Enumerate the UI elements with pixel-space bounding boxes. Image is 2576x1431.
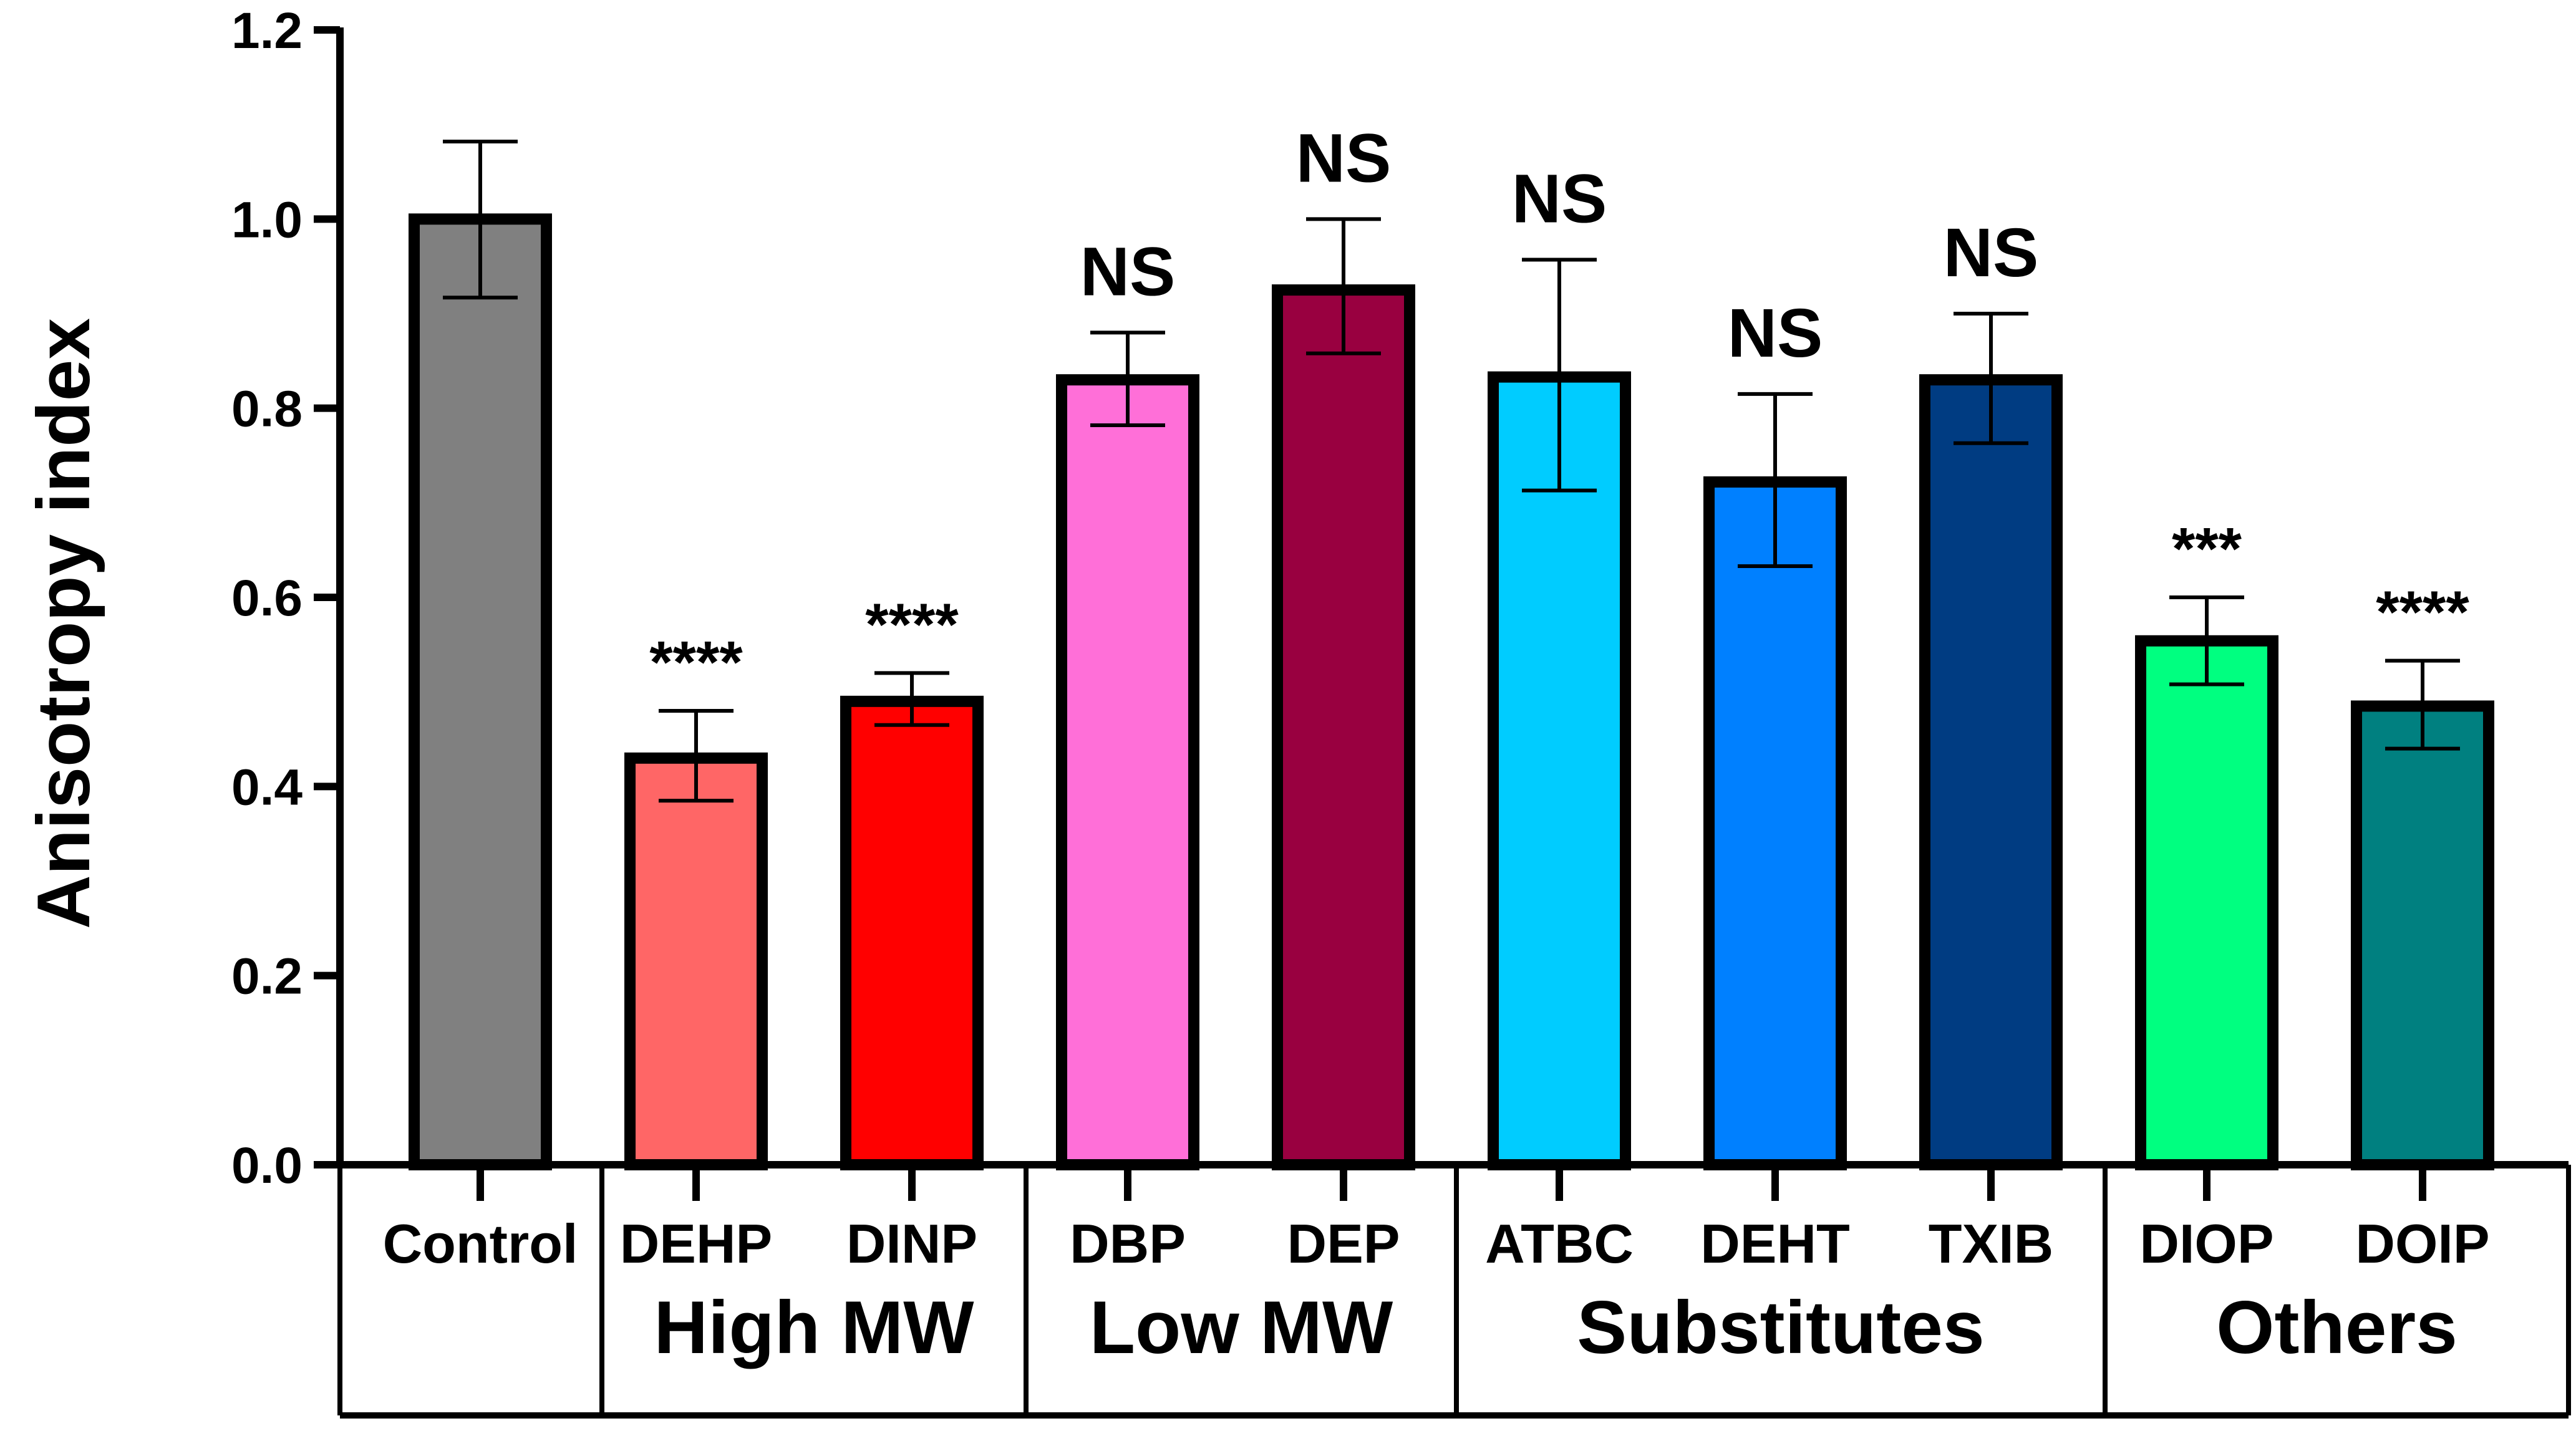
y-tick-label: 1.2: [231, 2, 303, 59]
bar-txib: [1919, 374, 2063, 1171]
category-label-doip: DOIP: [2355, 1213, 2489, 1274]
significance-label: NS: [1512, 161, 1607, 238]
category-label-deht: DEHT: [1700, 1213, 1850, 1274]
category-label-dinp: DINP: [846, 1213, 977, 1274]
y-tick-label: 0.0: [231, 1137, 303, 1194]
bar-dbp: [1056, 374, 1199, 1171]
group-label: Others: [2216, 1286, 2457, 1369]
significance-label: ****: [2376, 579, 2469, 646]
significance-label: NS: [1080, 233, 1176, 310]
bar-control: [409, 213, 552, 1170]
bar-dinp: [840, 695, 984, 1171]
y-tick-label: 0.4: [231, 759, 303, 816]
x-axis: Control DEHP DINP DBP DEP ATBC DEHT TXIB DIOP DOI…: [383, 1165, 2490, 1274]
group-label: Substitutes: [1577, 1286, 1984, 1369]
category-label-control: Control: [383, 1213, 578, 1274]
significance-label: NS: [1728, 295, 1823, 372]
bars: [409, 213, 2494, 1171]
category-label-atbc: ATBC: [1485, 1213, 1634, 1274]
y-tick-label: 0.2: [231, 948, 303, 1005]
y-axis-label: Anisotropy index: [22, 318, 105, 929]
y-axis: 0.0 0.2 0.4 0.6 0.8 1.0 1.2: [231, 2, 344, 1194]
bar-dep: [1272, 284, 1415, 1170]
category-label-dehp: DEHP: [620, 1213, 773, 1274]
bar-atbc: [1488, 371, 1631, 1170]
y-tick-label: 0.6: [231, 570, 303, 627]
category-label-dbp: DBP: [1070, 1213, 1186, 1274]
bar-dehp: [624, 752, 768, 1171]
category-label-diop: DIOP: [2139, 1213, 2273, 1274]
y-tick-label: 0.8: [231, 381, 303, 438]
category-label-txib: TXIB: [1929, 1213, 2053, 1274]
group-label: High MW: [654, 1286, 974, 1369]
bar-deht: [1703, 476, 1847, 1170]
significance-label: NS: [1944, 214, 2039, 291]
bar-doip: [2351, 700, 2494, 1170]
significance-label: ****: [649, 629, 743, 696]
bar-diop: [2135, 635, 2278, 1171]
significance-label: NS: [1296, 120, 1392, 196]
group-label: Low MW: [1090, 1286, 1393, 1369]
significance-label: ****: [865, 591, 959, 658]
significance-label: ***: [2172, 516, 2242, 582]
y-tick-label: 1.0: [231, 191, 303, 248]
group-table: High MW Low MW Substitutes Others: [337, 1161, 2571, 1419]
category-label-dep: DEP: [1287, 1213, 1400, 1274]
error-bars: [443, 139, 2460, 803]
